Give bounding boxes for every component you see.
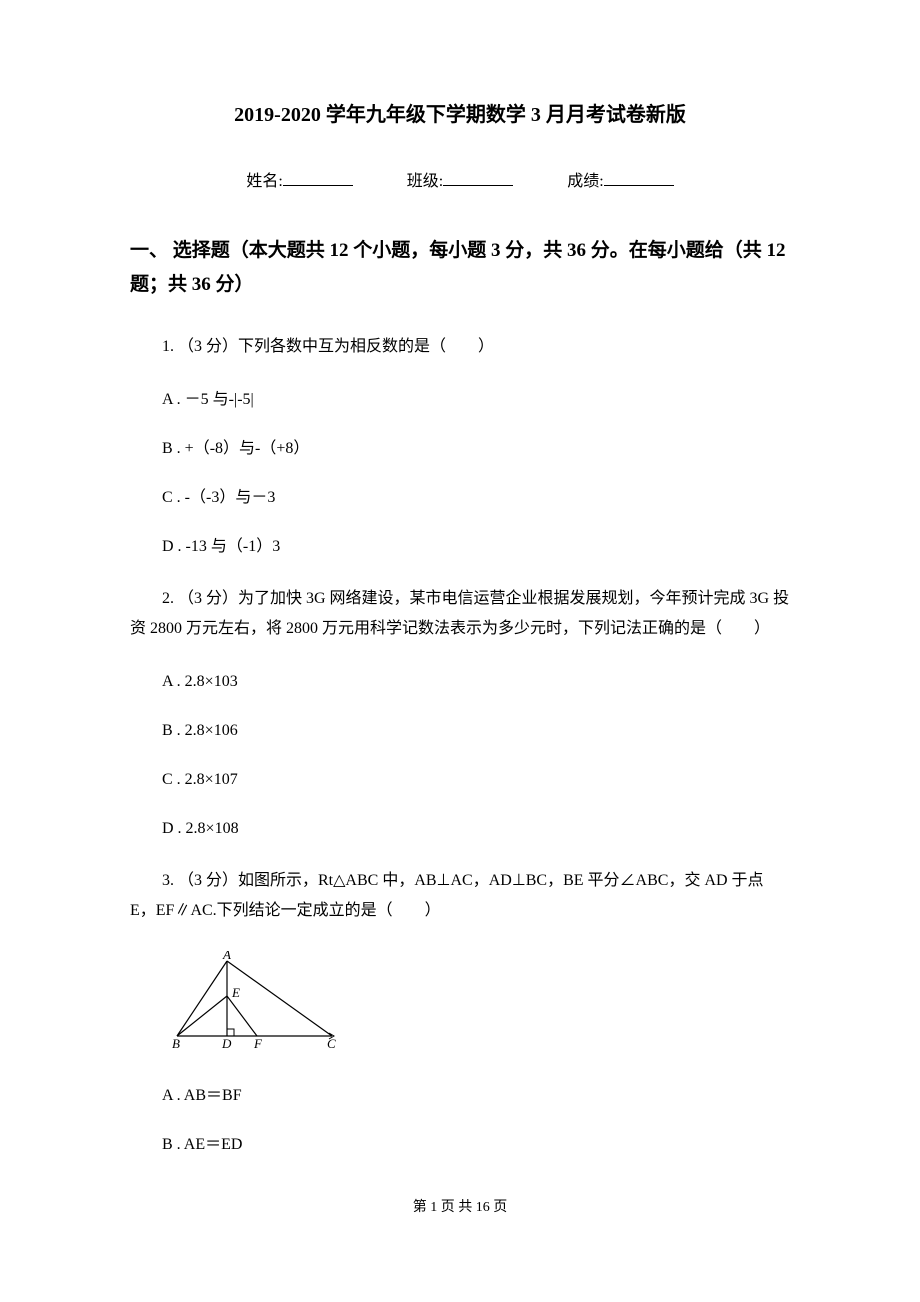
q1-option-b: B . +（-8）与-（+8）	[130, 437, 790, 461]
q2-option-a: A . 2.8×103	[130, 670, 790, 694]
q1-option-c: C . -（-3）与－3	[130, 486, 790, 510]
student-info: 姓名: 班级: 成绩:	[130, 170, 790, 194]
label-c: C	[327, 1036, 336, 1051]
q2-option-b: B . 2.8×106	[130, 719, 790, 743]
label-a: A	[222, 951, 231, 962]
line-ac	[227, 961, 332, 1036]
q1-option-d: D . -13 与（-1）3	[130, 535, 790, 559]
line-ba	[177, 961, 227, 1036]
question-1: 1. （3 分）下列各数中互为相反数的是（ ）	[130, 332, 790, 362]
q2-option-d: D . 2.8×108	[130, 817, 790, 841]
triangle-diagram: A B C D E F	[162, 951, 342, 1051]
score-label: 成绩:	[567, 173, 603, 190]
class-blank	[443, 185, 513, 186]
name-label: 姓名:	[246, 173, 282, 190]
label-b: B	[172, 1036, 180, 1051]
right-angle-d	[227, 1029, 234, 1036]
name-blank	[283, 185, 353, 186]
score-blank	[604, 185, 674, 186]
line-be	[177, 996, 227, 1036]
page-footer: 第 1 页 共 16 页	[130, 1197, 790, 1218]
q1-option-a: A . －5 与-|-5|	[130, 388, 790, 412]
q3-figure: A B C D E F	[162, 951, 790, 1059]
section-1-header: 一、 选择题（本大题共 12 个小题，每小题 3 分，共 36 分。在每小题给（…	[130, 234, 790, 302]
line-ef	[227, 996, 257, 1036]
label-d: D	[221, 1036, 232, 1051]
q3-option-b: B . AE＝ED	[130, 1133, 790, 1157]
class-label: 班级:	[407, 173, 443, 190]
label-e: E	[231, 985, 240, 1000]
question-3: 3. （3 分）如图所示，Rt△ABC 中，AB⊥AC，AD⊥BC，BE 平分∠…	[130, 866, 790, 927]
page-title: 2019-2020 学年九年级下学期数学 3 月月考试卷新版	[130, 100, 790, 130]
q3-option-a: A . AB＝BF	[130, 1084, 790, 1108]
label-f: F	[253, 1036, 263, 1051]
question-2: 2. （3 分）为了加快 3G 网络建设，某市电信运营企业根据发展规划，今年预计…	[130, 584, 790, 645]
q2-option-c: C . 2.8×107	[130, 768, 790, 792]
